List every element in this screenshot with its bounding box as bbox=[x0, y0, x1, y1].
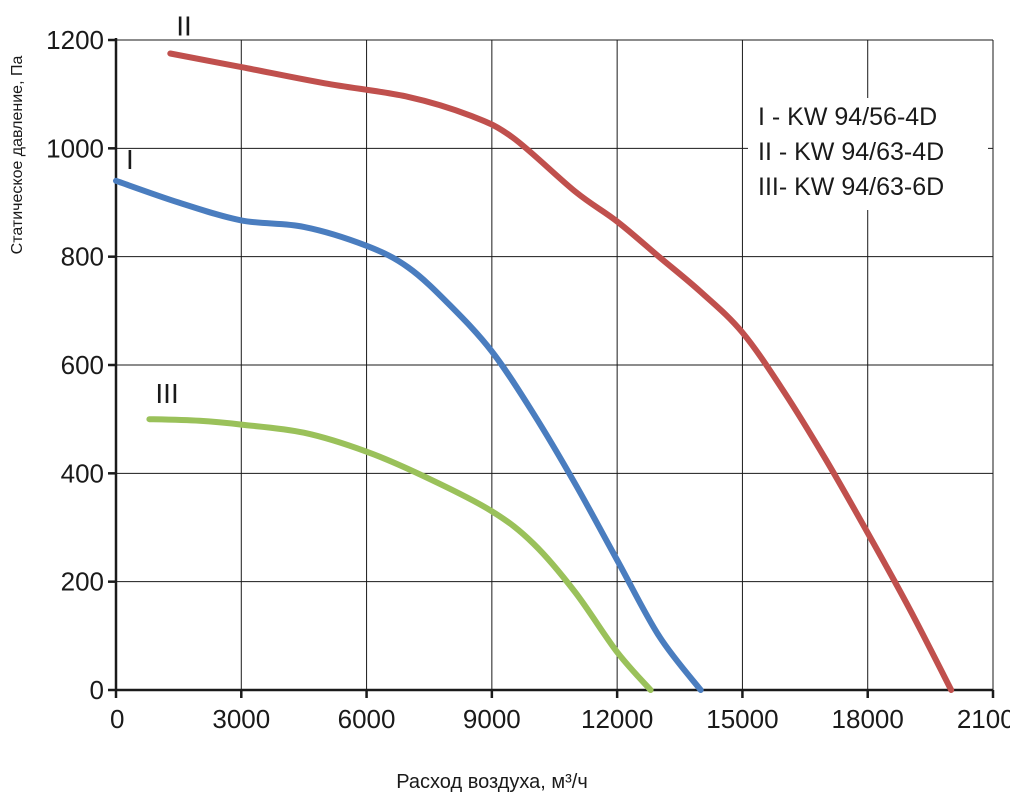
x-tick-label-6000: 6000 bbox=[338, 704, 396, 734]
y-tick-label-200: 200 bbox=[61, 567, 104, 597]
legend-entry-2: II - KW 94/63-4D bbox=[758, 138, 944, 166]
series-label-II: II bbox=[176, 11, 192, 42]
x-tick-label-15000: 15000 bbox=[706, 704, 778, 734]
series-layer bbox=[113, 50, 955, 693]
x-tick-label-3000: 3000 bbox=[212, 704, 270, 734]
y-tick-label-600: 600 bbox=[61, 350, 104, 380]
x-tick-label-9000: 9000 bbox=[463, 704, 521, 734]
x-tick-label-18000: 18000 bbox=[832, 704, 904, 734]
y-tick-label-1200: 1200 bbox=[46, 25, 104, 55]
legend-entry-1: I - KW 94/56-4D bbox=[758, 103, 937, 131]
series-label-III: III bbox=[155, 378, 178, 409]
y-tick-label-800: 800 bbox=[61, 242, 104, 272]
legend: I - KW 94/56-4D II - KW 94/63-4D III- KW… bbox=[748, 98, 988, 210]
y-axis-label: Статическое давление, Па bbox=[9, 56, 26, 255]
series-line-III bbox=[146, 416, 654, 693]
x-axis-label: Расход воздуха, м³/ч bbox=[396, 771, 588, 793]
x-tick-label-0: 0 bbox=[110, 704, 124, 734]
series-line-II bbox=[167, 50, 955, 693]
legend-entry-3: III- KW 94/63-6D bbox=[758, 173, 944, 201]
series-label-I: I bbox=[126, 144, 134, 175]
series-line-I bbox=[113, 177, 704, 693]
y-tick-label-400: 400 bbox=[61, 458, 104, 488]
x-tick-label-12000: 12000 bbox=[581, 704, 653, 734]
legend-box bbox=[748, 98, 988, 210]
y-tick-label-0: 0 bbox=[90, 675, 104, 705]
y-tick-label-1000: 1000 bbox=[46, 133, 104, 163]
